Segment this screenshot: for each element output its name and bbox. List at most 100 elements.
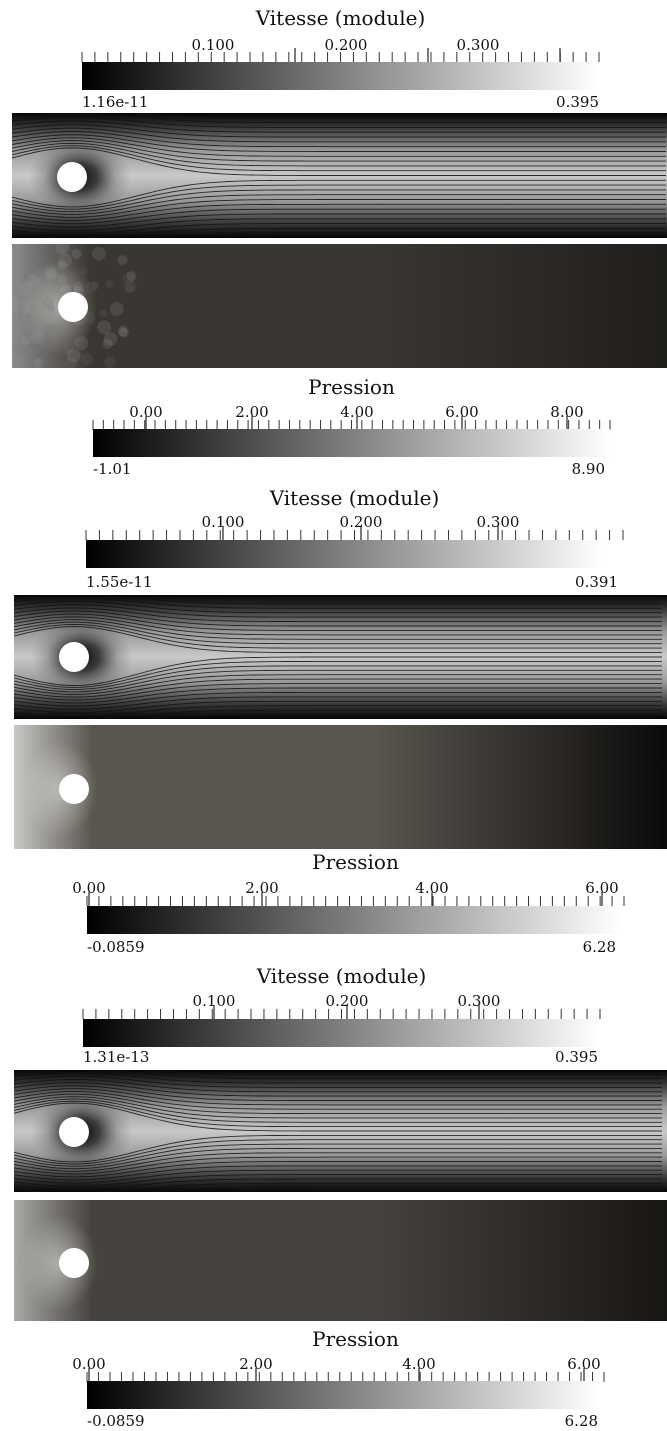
pressure-background	[12, 244, 667, 368]
streamline	[14, 621, 662, 645]
noise-blob	[55, 244, 70, 255]
streamline	[14, 1096, 662, 1119]
cylinder-obstacle	[59, 1248, 89, 1278]
noise-blob	[43, 266, 58, 281]
noise-blob	[62, 342, 75, 355]
colorbar-max-label: 0.395	[556, 93, 599, 111]
streamline	[12, 113, 666, 124]
colorbar-tick-label: 0.00	[129, 403, 163, 421]
colorbar-min-label: 1.31e-13	[83, 1048, 150, 1066]
colorbar-gradient	[93, 429, 610, 457]
streamline	[14, 1085, 662, 1101]
colorbar-tick-label: 4.00	[402, 1355, 436, 1373]
noise-blob	[105, 279, 114, 288]
pressure-background	[14, 725, 667, 849]
streamline	[12, 227, 666, 238]
colorbar-tick-label: 0.100	[192, 992, 236, 1010]
streamline	[12, 120, 666, 133]
streamline	[12, 137, 666, 157]
velocity-field-panel	[14, 1070, 667, 1192]
colorbar-min-label: -1.01	[93, 460, 132, 478]
velocity-field-panel	[14, 595, 667, 719]
colorbar-gradient	[83, 1019, 600, 1047]
pressure-field	[14, 725, 667, 849]
noise-blob	[83, 312, 96, 325]
streamline	[12, 208, 666, 225]
streamline	[14, 619, 662, 640]
colorbar-tick-label: 0.100	[201, 513, 245, 531]
noise-blob	[74, 336, 89, 351]
colorbar-max-label: 0.395	[555, 1048, 598, 1066]
colorbar-title: Pression	[312, 850, 399, 874]
velocity-field	[12, 113, 667, 238]
velocity-field	[14, 595, 667, 719]
noise-blob	[119, 327, 130, 338]
colorbar-max-label: 6.28	[582, 938, 616, 956]
streamline	[14, 1152, 662, 1172]
noise-blob	[27, 257, 36, 266]
colorbar-tick-label: 4.00	[340, 403, 374, 421]
colorbar-tick-label: 2.00	[239, 1355, 273, 1373]
velocity-field	[14, 1070, 667, 1192]
streamline	[14, 626, 662, 654]
noise-blob	[29, 303, 38, 312]
noise-blob	[66, 348, 81, 363]
colorbar-tick-label: 2.00	[235, 403, 269, 421]
streamline	[14, 1161, 662, 1178]
noise-blob	[59, 284, 70, 295]
colorbar-gradient	[87, 906, 621, 934]
streamline	[14, 1169, 662, 1184]
noise-blob	[109, 301, 124, 316]
colorbar-min-label: -0.0859	[87, 1412, 145, 1430]
cylinder-obstacle	[57, 162, 87, 192]
streamline	[14, 604, 662, 618]
streamline	[12, 213, 666, 228]
streamline	[14, 1182, 662, 1192]
noise-blob	[85, 281, 98, 294]
noise-blob	[81, 353, 94, 366]
streamline	[14, 616, 662, 636]
streamline	[12, 134, 666, 152]
noise-blob	[12, 244, 16, 248]
streamlines	[14, 595, 662, 719]
streamline	[14, 595, 662, 605]
pressure-field-panel	[14, 725, 667, 849]
streamline	[14, 1098, 662, 1123]
streamline	[14, 1075, 662, 1088]
noise-blob	[42, 345, 51, 354]
colorbar-tick-label: 6.00	[585, 879, 619, 897]
streamline	[14, 1100, 662, 1128]
streamline	[132, 113, 666, 119]
velocity-field-panel	[12, 113, 667, 238]
streamline	[136, 232, 666, 238]
noise-blob	[71, 248, 82, 259]
streamline	[14, 660, 662, 688]
streamline	[14, 1178, 662, 1191]
noise-blob	[58, 253, 73, 268]
noise-blob	[79, 267, 88, 276]
noise-blob	[46, 269, 57, 280]
colorbar-ticks	[85, 526, 624, 540]
noise-blob	[102, 338, 113, 349]
streamline	[14, 1082, 662, 1097]
streamline	[14, 1156, 662, 1175]
noise-blob	[126, 270, 137, 281]
noise-blob	[54, 244, 67, 255]
pressure-noise	[12, 244, 137, 368]
colorbar-tick-label: 0.200	[324, 36, 368, 54]
streamline	[12, 124, 666, 138]
streamline	[140, 714, 662, 719]
noise-blob	[24, 299, 39, 314]
streamline	[14, 674, 662, 695]
colorbar-tick-label: 8.00	[550, 403, 584, 421]
streamline	[14, 665, 662, 691]
noise-blob	[124, 280, 137, 293]
streamline	[14, 700, 662, 714]
noise-blob	[99, 309, 108, 318]
streamlines	[12, 113, 666, 238]
streamline	[12, 218, 666, 232]
noise-blob	[103, 356, 116, 368]
streamline	[14, 1174, 662, 1187]
colorbar-max-label: 0.391	[575, 573, 618, 591]
streamline	[14, 1102, 662, 1132]
